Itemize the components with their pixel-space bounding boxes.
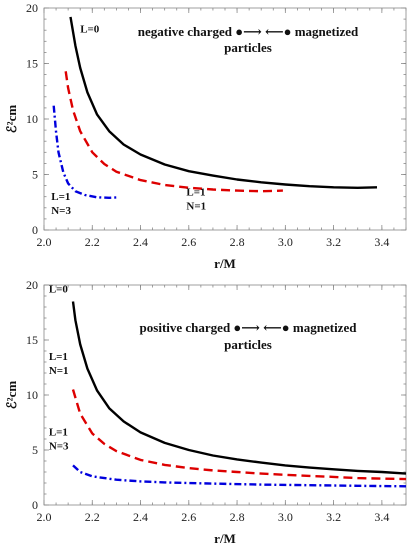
x-tick-label: 2.4 [133,235,148,249]
y-tick-label: 15 [26,333,38,347]
y-tick-label: 20 [26,1,38,15]
y-axis-title: ℰ²cm [4,105,19,134]
chart-title-line2: particles [224,40,272,55]
chart-title-line1: positive charged ●⟶ ⟵● magnetized [140,320,358,335]
y-tick-label: 5 [32,168,38,182]
x-axis-title: r/M [214,256,236,271]
curve-label: N=1 [49,365,69,377]
x-tick-label: 3.0 [278,235,293,249]
y-axis-title: ℰ²cm [4,381,19,410]
y-tick-label: 0 [32,223,38,237]
series-line-2 [52,105,119,200]
y-tick-label: 10 [26,112,38,126]
series-line-0 [71,301,407,475]
x-tick-label: 2.0 [37,510,52,524]
y-tick-label: 0 [32,498,38,512]
curve-label: N=3 [49,441,69,453]
bottom-panel: 2.0 2.2 2.4 2.6 2.8 3.0 3.2 3.4 0 5 10 15 20 r/M ℰ²cm L… [4,278,407,546]
x-tick-label: 2.8 [230,510,245,524]
x-tick-label: 3.2 [326,510,341,524]
curve-label: L=0 [80,23,100,35]
x-tick-label: 2.6 [181,235,196,249]
x-tick-label: 2.8 [230,235,245,249]
series-line-2 [72,464,407,488]
curve-label: N=3 [51,205,71,217]
x-tick-label: 3.4 [374,510,389,524]
y-tick-label: 15 [26,57,38,71]
curve-label: L=0 [49,284,69,296]
y-tick-label: 10 [26,388,38,402]
x-axis-title: r/M [214,531,236,546]
x-tick-label: 3.0 [278,510,293,524]
curve-label: N=1 [186,201,206,213]
curve-label: L=1 [51,191,70,203]
y-tick-label: 20 [26,278,38,292]
x-tick-label: 3.2 [326,235,341,249]
top-panel: 2.0 2.2 2.4 2.6 2.8 3.0 3.2 3.4 0 5 10 15 20 r/M ℰ²cm L… [4,1,407,271]
chart-title-line1: negative charged ●⟶ ⟵● magnetized [138,24,359,39]
x-tick-label: 3.4 [374,235,389,249]
chart-title-line2: particles [224,337,272,352]
x-tick-label: 2.6 [181,510,196,524]
curve-label: L=1 [49,351,68,363]
x-tick-label: 2.2 [85,510,100,524]
series-line-1 [64,71,283,193]
curve-label: L=1 [49,427,68,439]
y-tick-label: 5 [32,443,38,457]
x-tick-label: 2.2 [85,235,100,249]
series-line-0 [69,16,378,190]
curve-label: L=1 [186,187,205,199]
series-line-1 [71,389,407,481]
x-tick-label: 2.4 [133,510,148,524]
x-tick-label: 2.0 [37,235,52,249]
